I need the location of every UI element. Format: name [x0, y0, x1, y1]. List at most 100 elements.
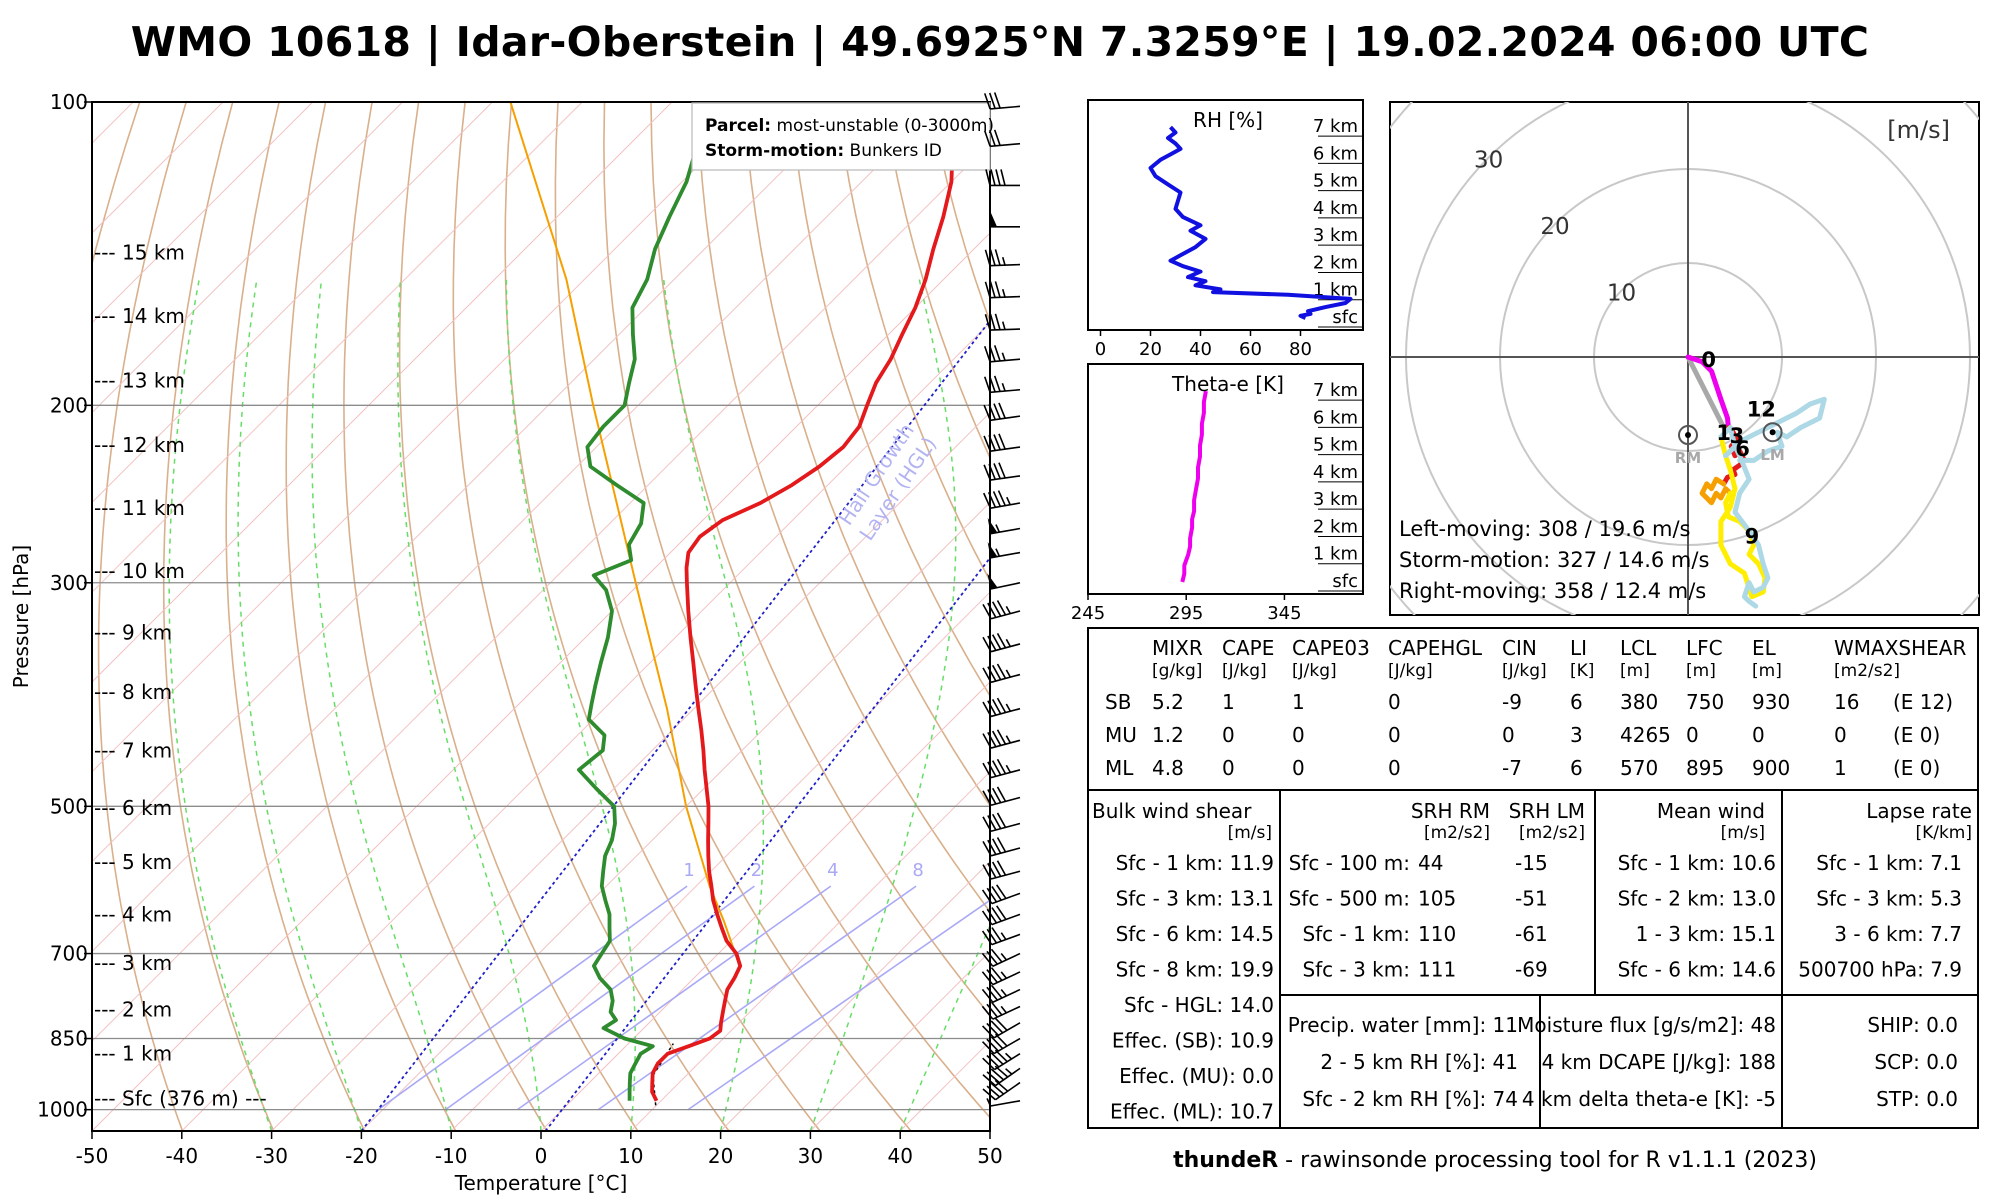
moist-adiabat [311, 279, 452, 1131]
indices-cell: 16 [1834, 690, 1859, 714]
barb-full [981, 930, 993, 946]
barb-staff [989, 295, 1021, 299]
isotherm [92, 102, 763, 773]
barb-full [983, 130, 991, 147]
isotherm [720, 860, 990, 1131]
barb-full [981, 1041, 995, 1055]
barb-full [998, 433, 1006, 450]
hodo-height-label: 0 [1701, 348, 1716, 372]
x-tick-label: 20 [708, 1144, 733, 1168]
barb-full [988, 463, 996, 480]
barb-full [982, 701, 992, 717]
hodo-ring-label: 40 [1407, 95, 1436, 107]
barb-half [1005, 1068, 1013, 1075]
barb-full [986, 928, 998, 944]
indices-cell: 900 [1752, 756, 1790, 780]
lapse-row: 500700 hPa: 7.9 [1798, 958, 1962, 982]
barb-full [991, 664, 1002, 681]
barb-half [986, 1098, 992, 1107]
shear-row: Effec. (ML): 10.7 [1110, 1100, 1274, 1124]
height-label: --- 6 km [94, 796, 172, 820]
srh-row-label: Sfc - 500 m: [1289, 887, 1410, 911]
mixing-ratio-label: 1 [683, 860, 694, 881]
barb-full [998, 462, 1006, 479]
indices-cell: 0 [1834, 723, 1847, 747]
dry-adiabat [97, 102, 187, 1131]
height-label: --- 1 km [94, 1042, 172, 1066]
hodo-ring-label: 30 [1474, 148, 1503, 174]
barb-full [993, 463, 1001, 479]
meanwind-row: Sfc - 6 km: 14.6 [1618, 958, 1776, 982]
composite-row: SCP: 0.0 [1874, 1050, 1958, 1074]
dry-adiabat [398, 102, 639, 1131]
storm-marker-dot [1685, 432, 1691, 439]
storm-marker-rm [1678, 425, 1698, 446]
height-label: 3 km [1313, 225, 1358, 246]
indices-cell: 1 [1834, 756, 1847, 780]
dry-adiabat [603, 102, 990, 1119]
y-tick-label: 200 [50, 393, 88, 417]
indices-unit: [m] [1686, 661, 1716, 681]
indices-cell: (E 0) [1893, 723, 1940, 747]
x-tick-label: -40 [165, 1144, 198, 1168]
meanwind-unit: [m/s] [1721, 823, 1765, 843]
mixing-ratio-label: 8 [912, 860, 923, 881]
x-tick-label: 345 [1267, 603, 1301, 624]
indices-header: CAPEHGL [1388, 636, 1483, 660]
barb-full [987, 761, 997, 777]
barb-full [981, 1025, 995, 1039]
hodo-height-label: 12 [1747, 398, 1776, 422]
skewt-legend: Parcel: most-unstable (0-3000m) Storm-mo… [691, 102, 994, 171]
barb-half [1000, 932, 1007, 940]
barb-full [990, 1020, 1004, 1034]
height-label: --- 11 km [94, 496, 185, 520]
mixing-ratio-label: 2 [751, 860, 762, 881]
barb-full [998, 402, 1006, 419]
height-label: 6 km [1313, 407, 1358, 428]
parcel-curve [509, 102, 739, 961]
barb-full [996, 837, 1007, 853]
isotherm [92, 232, 990, 1131]
indices-cell: 0 [1222, 723, 1235, 747]
moisture-row: 2 - 5 km RH [%]: 41 [1320, 1050, 1518, 1074]
hodo-motion-text: Left-moving: 308 / 19.6 m/s [1399, 517, 1690, 541]
indices-cell: 0 [1686, 723, 1699, 747]
isotherm [810, 950, 990, 1131]
barb-half [1005, 764, 1012, 773]
flux-row: 4 km DCAPE [J/kg]: 188 [1542, 1050, 1776, 1074]
wind-barb [982, 1049, 1021, 1071]
hodo-motion-text: Right-moving: 358 / 12.4 m/s [1399, 579, 1706, 603]
barb-full [990, 169, 996, 186]
barb-half [1005, 735, 1012, 744]
indices-unit: [J/kg] [1292, 661, 1337, 681]
barb-half [1000, 952, 1008, 961]
x-tick-label: -30 [255, 1144, 288, 1168]
indices-cell: 0 [1388, 723, 1401, 747]
wind-barb [983, 433, 1021, 453]
wind-barb [984, 281, 1021, 299]
mixing-ratio-line [516, 885, 832, 1111]
isotherm [92, 102, 403, 414]
wind-barb [984, 313, 1021, 331]
wind-barb [982, 758, 1021, 779]
theta-e-panel: 7 km 6 km 5 km 4 km 3 km 2 km 1 km sfc Theta-e … [1071, 363, 1364, 624]
indices-unit: [J/kg] [1502, 661, 1547, 681]
barb-full [982, 762, 992, 778]
dry-adiabat [836, 102, 990, 583]
wind-barb [981, 1033, 1021, 1055]
hodo-ring-label: 10 [1607, 281, 1636, 307]
shear-row: Sfc - 8 km: 19.9 [1116, 958, 1274, 982]
barb-full [996, 758, 1007, 775]
wind-barb [985, 169, 1020, 187]
barb-half [995, 524, 1001, 533]
indices-cell: 6 [1570, 756, 1583, 780]
barb-full [993, 345, 1001, 362]
dry-adiabat [285, 102, 457, 1131]
wind-barb [981, 984, 1021, 1003]
moist-adiabat [397, 279, 542, 1131]
barb-full [984, 281, 991, 298]
barb-full [990, 967, 1003, 981]
wind-barb [983, 129, 1021, 148]
srh-row-label: Sfc - 1 km: [1302, 922, 1410, 946]
barb-full [993, 92, 1001, 109]
